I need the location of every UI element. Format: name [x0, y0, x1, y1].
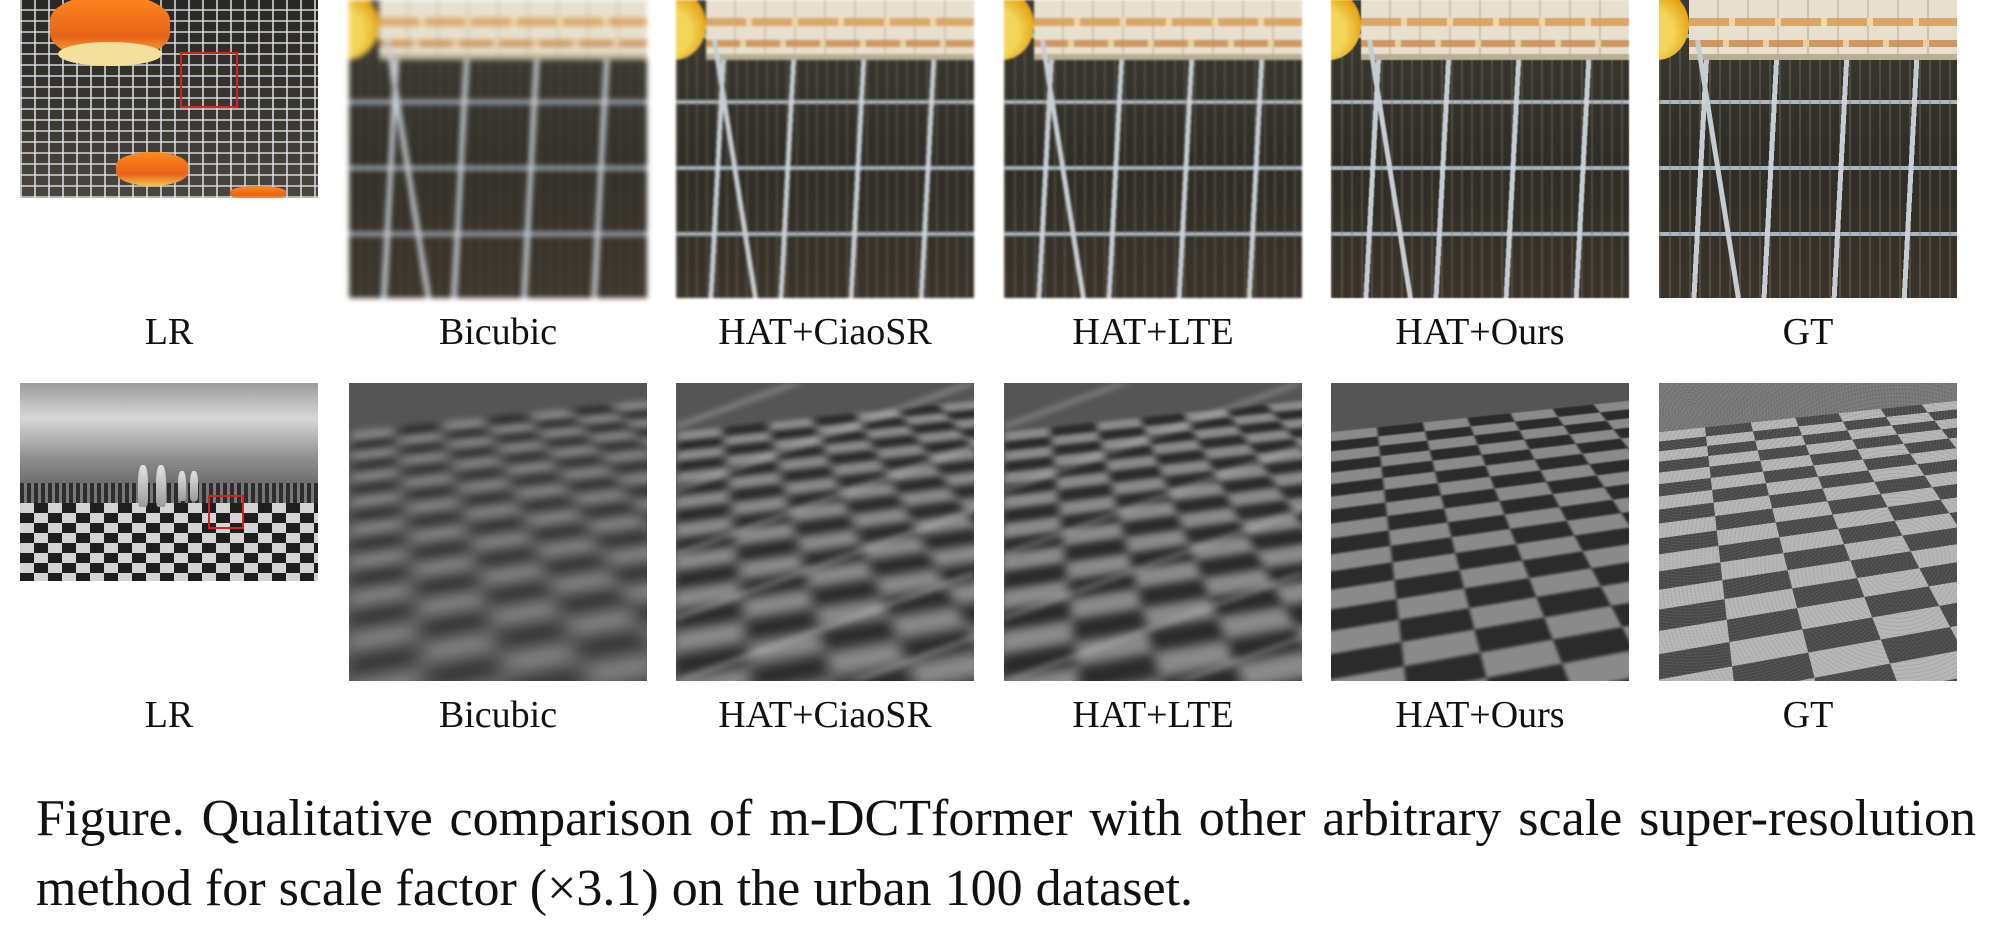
- lamp-shape: [116, 152, 188, 186]
- crop-gt: [1659, 383, 1957, 681]
- lamp-shade-bottom: [58, 42, 162, 66]
- figure-caption: Figure. Qualitative comparison of m-DCTf…: [36, 784, 1976, 924]
- ceiling-panel-strip: [706, 0, 974, 60]
- crop-hat-lte: [1004, 383, 1302, 681]
- lamp-edge: [1659, 0, 1689, 60]
- label-hat-ours: HAT+Ours: [1330, 310, 1630, 354]
- ceiling-stripe: [1361, 18, 1629, 26]
- label-gt: GT: [1658, 693, 1958, 737]
- ceiling-stripe: [1689, 40, 1957, 47]
- label-hat-ciaosr: HAT+CiaoSR: [675, 693, 975, 737]
- diagonal-beam: [1367, 40, 1416, 298]
- diagonal-beam: [712, 40, 761, 298]
- crop-gt: [1659, 0, 1957, 298]
- label-hat-lte: HAT+LTE: [1003, 693, 1303, 737]
- diagonal-beam: [1695, 40, 1744, 298]
- railing: [20, 483, 318, 503]
- lamp-edge: [1004, 0, 1034, 60]
- person-figure: [178, 471, 186, 501]
- ceiling-panel-strip: [1034, 0, 1302, 60]
- ceiling-panel-strip: [1361, 0, 1629, 60]
- label-bicubic: Bicubic: [348, 310, 648, 354]
- lamp-edge: [1331, 0, 1361, 60]
- crop-hat-ours: [1331, 383, 1629, 681]
- label-hat-ciaosr: HAT+CiaoSR: [675, 310, 975, 354]
- ceiling-panel-strip: [379, 0, 647, 60]
- ceiling-stripe: [706, 40, 974, 47]
- ceiling-stripe: [379, 18, 647, 26]
- zoom-region-box: [180, 52, 238, 108]
- crop-hat-ours: [1331, 0, 1629, 298]
- person-figure: [138, 465, 148, 507]
- zoom-region-box: [208, 495, 244, 529]
- diagonal-beam: [385, 40, 434, 298]
- ceiling-stripe: [1689, 18, 1957, 26]
- aliasing-streaks: [1004, 383, 1302, 681]
- ceiling-panel-strip: [1689, 0, 1957, 60]
- label-hat-ours: HAT+Ours: [1330, 693, 1630, 737]
- lamp-edge: [676, 0, 706, 60]
- ceiling-stripe: [706, 18, 974, 26]
- texture-noise: [1659, 383, 1957, 681]
- crop-hat-ciaosr: [676, 383, 974, 681]
- checkerboard-texture: [349, 400, 647, 681]
- label-bicubic: Bicubic: [348, 693, 648, 737]
- lr-image-ceiling: [20, 0, 318, 198]
- lr-image-plaza: [20, 383, 318, 581]
- label-lr: LR: [20, 310, 318, 354]
- ceiling-stripe: [1034, 40, 1302, 47]
- aliasing-streaks: [676, 383, 974, 681]
- crop-hat-ciaosr: [676, 0, 974, 298]
- lamp-shape: [230, 186, 286, 198]
- label-lr: LR: [20, 693, 318, 737]
- lamp-edge: [349, 0, 379, 60]
- checkerboard-texture: [1331, 400, 1629, 681]
- ceiling-stripe: [379, 40, 647, 47]
- person-figure: [190, 471, 198, 501]
- crop-bicubic: [349, 383, 647, 681]
- crop-hat-lte: [1004, 0, 1302, 298]
- ceiling-stripe: [1361, 40, 1629, 47]
- label-hat-lte: HAT+LTE: [1003, 310, 1303, 354]
- ceiling-stripe: [1034, 18, 1302, 26]
- crop-bicubic: [349, 0, 647, 298]
- diagonal-beam: [1040, 40, 1089, 298]
- label-gt: GT: [1658, 310, 1958, 354]
- person-figure: [156, 465, 166, 507]
